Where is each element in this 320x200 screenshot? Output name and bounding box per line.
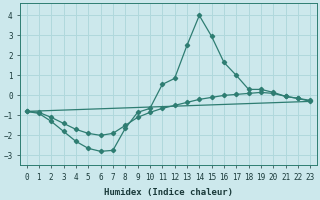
X-axis label: Humidex (Indice chaleur): Humidex (Indice chaleur): [104, 188, 233, 197]
